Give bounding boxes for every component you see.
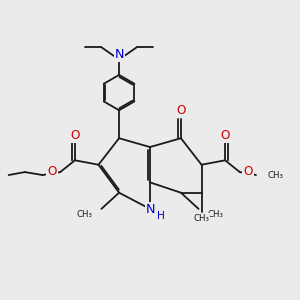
Text: O: O [177,104,186,117]
Text: CH₃: CH₃ [76,210,93,219]
Text: H: H [157,211,165,221]
Text: CH₃: CH₃ [267,171,283,180]
Text: O: O [243,165,253,178]
Text: O: O [220,129,230,142]
Text: CH₃: CH₃ [194,214,209,223]
Text: O: O [47,165,57,178]
Text: CH₃: CH₃ [207,210,224,219]
Text: O: O [70,129,80,142]
Text: N: N [115,48,124,61]
Text: N: N [146,203,155,216]
